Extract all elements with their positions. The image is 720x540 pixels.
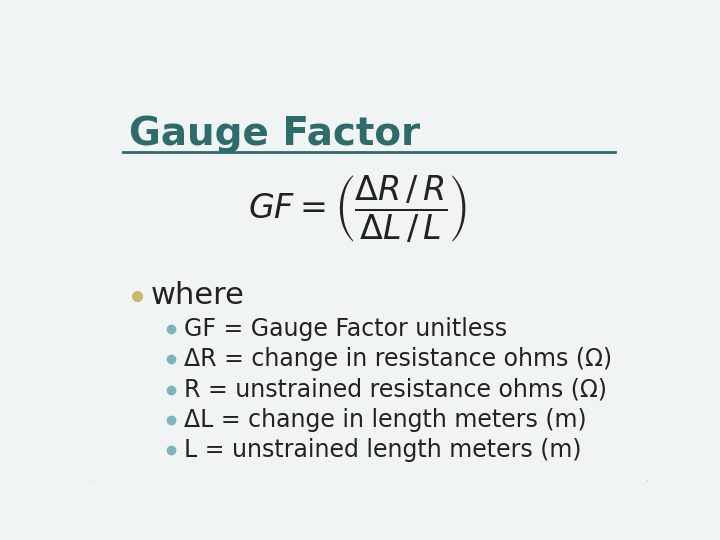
Text: ΔL = change in length meters (m): ΔL = change in length meters (m)	[184, 408, 586, 432]
Text: GF = Gauge Factor unitless: GF = Gauge Factor unitless	[184, 317, 507, 341]
FancyBboxPatch shape	[79, 57, 660, 489]
Text: $GF = \left(\dfrac{\Delta R\,/\,R}{\Delta L\,/\,L}\right)$: $GF = \left(\dfrac{\Delta R\,/\,R}{\Delt…	[248, 173, 467, 244]
Text: ΔR = change in resistance ohms (Ω): ΔR = change in resistance ohms (Ω)	[184, 347, 612, 371]
Text: Gauge Factor: Gauge Factor	[129, 114, 420, 153]
Text: where: where	[150, 281, 244, 310]
Text: L = unstrained length meters (m): L = unstrained length meters (m)	[184, 438, 581, 462]
Text: R = unstrained resistance ohms (Ω): R = unstrained resistance ohms (Ω)	[184, 377, 607, 402]
